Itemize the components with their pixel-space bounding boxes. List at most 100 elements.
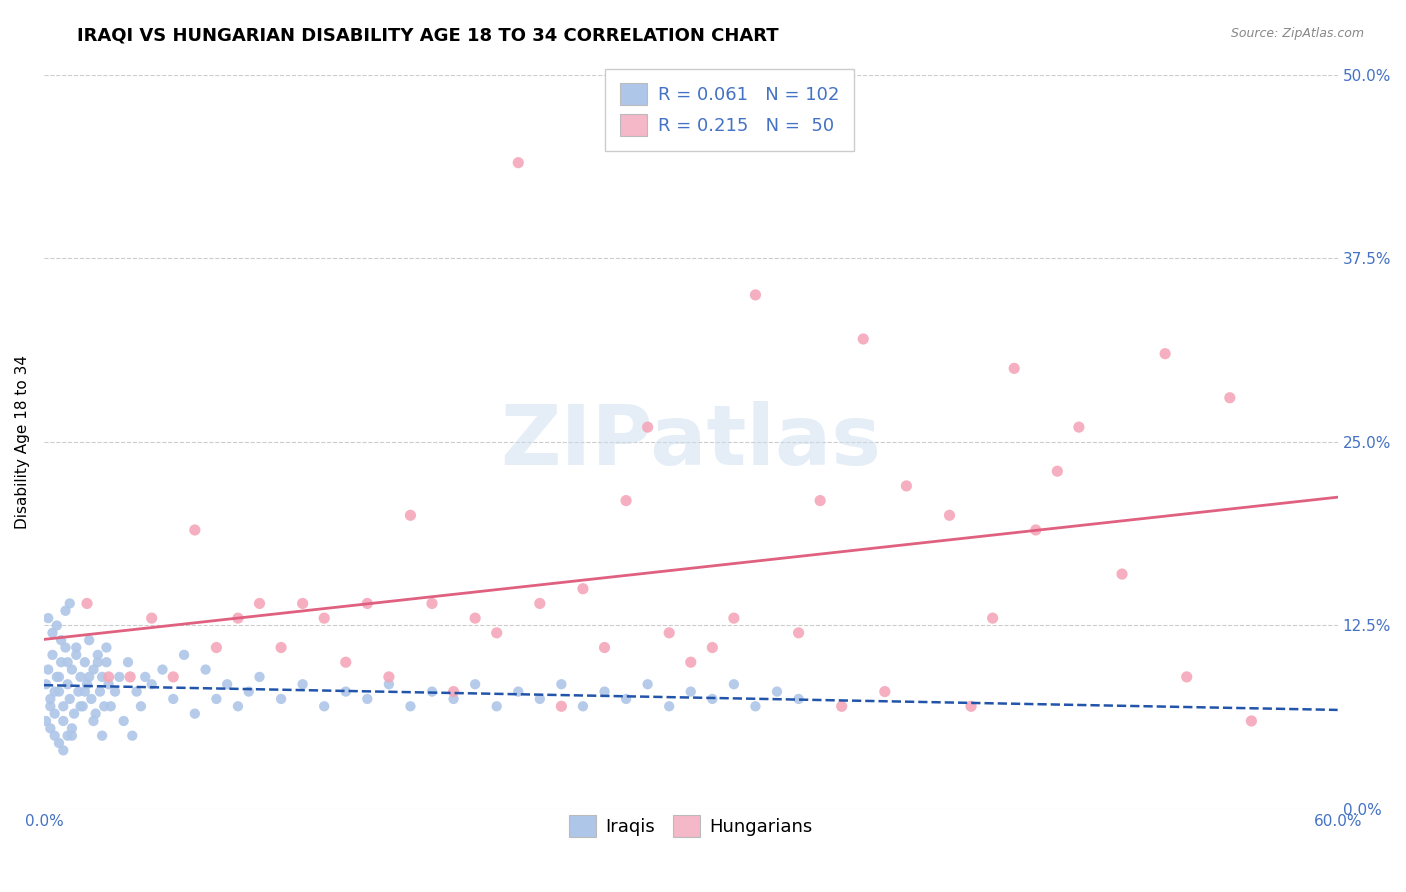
Point: [314, 699, 336, 714]
Point: [1111, 567, 1133, 582]
Point: [141, 611, 163, 625]
Point: [1046, 464, 1069, 478]
Point: [37, 663, 59, 677]
Point: [744, 288, 766, 302]
Point: [65, 640, 87, 655]
Point: [56, 677, 79, 691]
Point: [702, 640, 724, 655]
Point: [56, 729, 79, 743]
Text: Source: ZipAtlas.com: Source: ZipAtlas.com: [1230, 27, 1364, 40]
Point: [91, 729, 114, 743]
Point: [80, 692, 103, 706]
Point: [184, 523, 207, 537]
Point: [52, 743, 75, 757]
Point: [637, 420, 659, 434]
Point: [87, 655, 110, 669]
Point: [938, 508, 960, 523]
Point: [76, 597, 98, 611]
Point: [125, 684, 148, 698]
Point: [184, 706, 207, 721]
Point: [420, 684, 443, 698]
Point: [60, 729, 83, 743]
Point: [60, 663, 83, 677]
Point: [73, 684, 96, 698]
Legend: Iraqis, Hungarians: Iraqis, Hungarians: [562, 808, 820, 844]
Point: [658, 699, 681, 714]
Point: [55, 640, 77, 655]
Point: [1025, 523, 1047, 537]
Point: [76, 677, 98, 691]
Point: [45, 618, 67, 632]
Point: [593, 640, 616, 655]
Y-axis label: Disability Age 18 to 34: Disability Age 18 to 34: [15, 355, 30, 529]
Point: [1154, 346, 1177, 360]
Point: [141, 677, 163, 691]
Point: [45, 670, 67, 684]
Point: [162, 670, 184, 684]
Point: [49, 633, 72, 648]
Point: [44, 684, 66, 698]
Point: [744, 699, 766, 714]
Point: [787, 625, 810, 640]
Point: [55, 604, 77, 618]
Point: [48, 670, 70, 684]
Point: [117, 655, 139, 669]
Point: [314, 611, 336, 625]
Point: [550, 677, 572, 691]
Point: [614, 692, 637, 706]
Point: [41, 648, 63, 662]
Point: [162, 692, 184, 706]
Point: [960, 699, 983, 714]
Point: [120, 670, 142, 684]
Point: [420, 597, 443, 611]
Point: [981, 611, 1004, 625]
Point: [67, 684, 90, 698]
Point: [550, 699, 572, 714]
Point: [679, 684, 702, 698]
Point: [112, 714, 135, 728]
Point: [1002, 361, 1025, 376]
Point: [226, 699, 249, 714]
Point: [35, 677, 58, 691]
Point: [443, 684, 465, 698]
Point: [238, 684, 260, 698]
Point: [443, 692, 465, 706]
Point: [63, 706, 86, 721]
Point: [702, 692, 724, 706]
Point: [60, 722, 83, 736]
Point: [1219, 391, 1241, 405]
Point: [637, 677, 659, 691]
Point: [249, 670, 271, 684]
Point: [39, 699, 62, 714]
Point: [593, 684, 616, 698]
Point: [723, 677, 745, 691]
Point: [205, 640, 228, 655]
Point: [82, 714, 104, 728]
Point: [152, 663, 174, 677]
Point: [89, 684, 111, 698]
Point: [291, 677, 314, 691]
Point: [572, 582, 595, 596]
Point: [399, 508, 422, 523]
Point: [485, 625, 508, 640]
Point: [378, 670, 401, 684]
Point: [84, 706, 107, 721]
Point: [97, 670, 120, 684]
Point: [91, 670, 114, 684]
Text: ZIPatlas: ZIPatlas: [501, 401, 882, 483]
Point: [69, 699, 91, 714]
Point: [65, 648, 87, 662]
Point: [59, 597, 82, 611]
Point: [39, 692, 62, 706]
Point: [873, 684, 896, 698]
Point: [48, 684, 70, 698]
Point: [77, 670, 100, 684]
Point: [100, 699, 122, 714]
Point: [37, 611, 59, 625]
Point: [41, 625, 63, 640]
Point: [52, 699, 75, 714]
Point: [77, 633, 100, 648]
Point: [59, 692, 82, 706]
Point: [48, 736, 70, 750]
Point: [356, 597, 378, 611]
